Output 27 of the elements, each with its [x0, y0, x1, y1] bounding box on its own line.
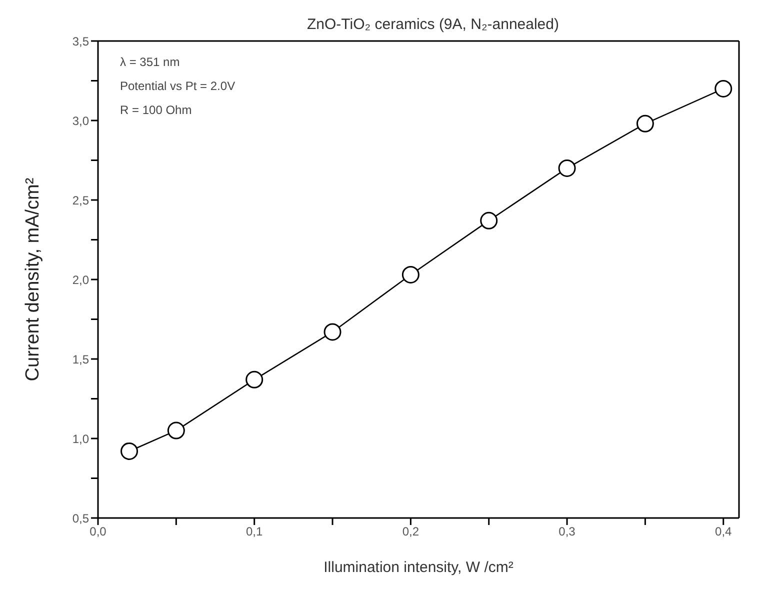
point [120, 442, 138, 460]
x-tick-label: 0,0 [90, 524, 107, 539]
y-tick-label: 2,0 [72, 272, 90, 287]
x-tick-label: 0,2 [402, 524, 420, 539]
point [714, 80, 732, 98]
x-tick-label: 0,1 [246, 524, 264, 539]
y-tick-label: 1,5 [72, 352, 90, 366]
point [480, 212, 498, 230]
point [558, 159, 576, 177]
point [324, 323, 342, 341]
y-tick-label: 3,0 [72, 114, 90, 128]
annotation: R = 100 Ohm [120, 102, 193, 119]
point [636, 114, 654, 132]
annotation: λ = 351 nm [120, 54, 181, 71]
y-tick-label: 3,5 [72, 34, 90, 48]
point [167, 422, 185, 440]
y-axis-title: Current density, mA/cm² [22, 178, 44, 382]
y-tick-label: 0,5 [72, 511, 90, 526]
y-tick-label: 2,5 [72, 193, 90, 208]
x-tick-label: 0,4 [715, 524, 732, 539]
annotation: Potential vs Pt = 2.0V [120, 78, 236, 95]
x-tick-label: 0,3 [558, 524, 576, 539]
chart-title: ZnO-TiO₂ ceramics (9A, N₂-annealed) [306, 16, 560, 33]
point [402, 266, 420, 284]
y-tick-label: 1,0 [72, 432, 90, 446]
point [246, 370, 264, 388]
x-axis-title: Illumination intensity, W /cm² [324, 559, 514, 576]
